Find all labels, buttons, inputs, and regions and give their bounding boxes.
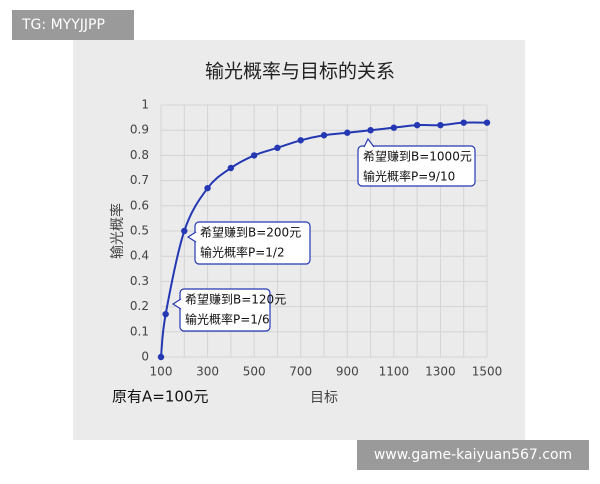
- callout-pointer: [186, 231, 197, 243]
- x-tick-label: 500: [243, 365, 266, 379]
- note: 原有A=100元: [112, 388, 208, 406]
- y-tick-label: 1: [141, 98, 149, 112]
- x-tick-label: 1500: [472, 365, 503, 379]
- watermark: www.game-kaiyuan567.com: [374, 447, 572, 463]
- callout-text: 输光概率P=1/6: [185, 312, 270, 327]
- y-tick-label: 0.1: [130, 324, 149, 338]
- point: [437, 121, 444, 129]
- point: [274, 144, 281, 152]
- point: [181, 227, 188, 235]
- point: [250, 152, 258, 159]
- callout-text: 希望赚到B=1000元: [363, 149, 472, 164]
- point: [204, 184, 211, 192]
- callout-text: 输光概率P=1/2: [200, 245, 285, 260]
- y-tick-label: 0: [141, 350, 149, 364]
- point: [227, 164, 235, 172]
- callout-text: 输光概率P=9/10: [363, 169, 455, 184]
- callout-box: [179, 288, 271, 332]
- callout-pointer: [171, 298, 182, 310]
- point: [483, 119, 491, 126]
- point: [390, 124, 398, 131]
- y-tick-label: 0.5: [130, 224, 149, 238]
- x-tick-label: 1100: [379, 365, 410, 379]
- point: [413, 121, 421, 129]
- x-axis-label: 目标: [310, 390, 338, 406]
- x-tick-label: 1300: [425, 365, 456, 379]
- y-tick-label: 0.9: [130, 123, 149, 137]
- x-tick-label: 900: [336, 365, 359, 379]
- callout-pointer: [363, 137, 375, 148]
- point: [367, 127, 374, 134]
- y-tick-label: 0.6: [130, 198, 149, 212]
- y-tick-label: 0.3: [130, 274, 149, 288]
- callout-text: 希望赚到B=200元: [200, 225, 301, 240]
- watermark-box: [357, 440, 589, 470]
- point: [157, 353, 165, 361]
- x-tick-label: 100: [150, 365, 173, 379]
- x-tick-label: 300: [196, 365, 219, 379]
- watermark-box: [12, 10, 134, 40]
- callout-text: 希望赚到B=120元: [185, 292, 286, 307]
- y-tick-label: 0.2: [130, 299, 149, 313]
- point: [344, 129, 351, 136]
- line: [160, 121, 488, 358]
- y-tick-label: 0.4: [130, 249, 149, 263]
- point: [162, 310, 169, 318]
- point: [320, 132, 328, 139]
- watermark: TG: MYYJJPP: [21, 17, 105, 33]
- point: [460, 119, 467, 126]
- x-tick-label: 700: [289, 365, 312, 379]
- point: [297, 137, 304, 144]
- y-tick-label: 0.7: [130, 173, 149, 187]
- chart-title: 输光概率与目标的关系: [205, 61, 395, 83]
- callout-box: [194, 221, 311, 265]
- y-axis-label: 输光概率: [109, 203, 126, 259]
- y-tick-label: 0.8: [130, 148, 149, 162]
- callout-box: [357, 145, 476, 187]
